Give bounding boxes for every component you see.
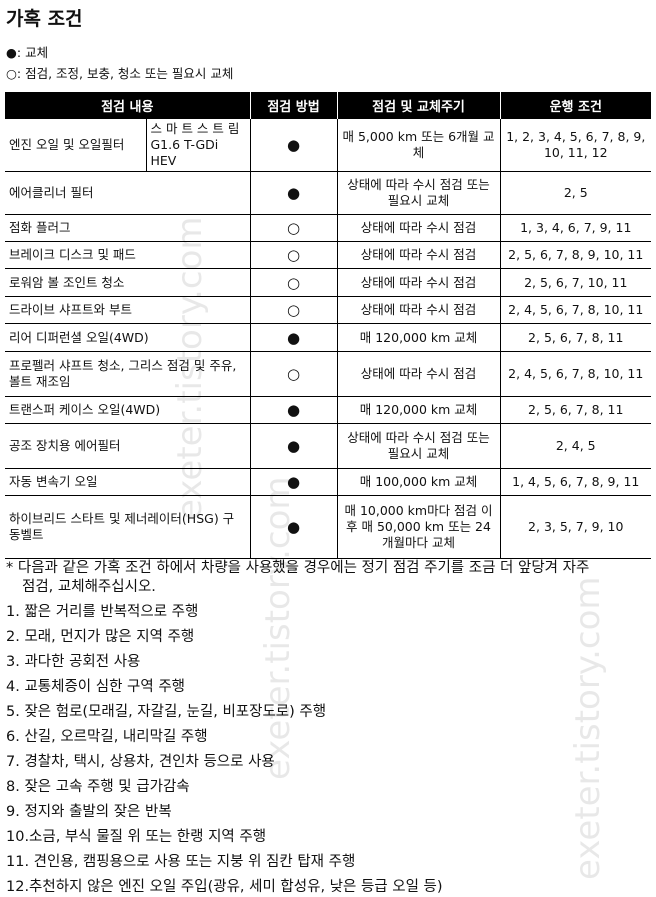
notes: * 다음과 같은 가혹 조건 하에서 차량을 사용했을 경우에는 정기 점검 주… <box>6 556 654 897</box>
table-row: 하이브리드 스타트 및 제너레이터(HSG) 구동벨트 ● 매 10,000 km마… <box>5 495 651 559</box>
empty-circle-icon: ○ <box>249 296 337 324</box>
cycle-cell: 상태에 따라 수시 점검 <box>336 296 500 324</box>
filled-circle-icon: ● <box>249 171 337 215</box>
item-cell: 리어 디퍼런셜 오일(4WD) <box>5 323 250 352</box>
header-conditions: 운행 조건 <box>499 92 651 119</box>
condition-item: 1. 짧은 거리를 반복적으로 주행 <box>6 604 199 620</box>
item-cell: 로워암 볼 조인트 청소 <box>5 268 250 297</box>
condition-list: 1. 짧은 거리를 반복적으로 주행 2. 모래, 먼지가 많은 지역 주행 3. … <box>6 600 654 897</box>
table-row: 드라이브 샤프트와 부트 ○ 상태에 따라 수시 점검 2, 4, 5, 6, 7, … <box>5 296 651 324</box>
table-header: 점검 내용 점검 방법 점검 및 교체주기 운행 조건 <box>5 92 651 119</box>
table-row: 브레이크 디스크 및 패드 ○ 상태에 따라 수시 점검 2, 5, 6, 7, 8,… <box>5 241 651 269</box>
item-cell: 점화 플러그 <box>5 214 250 242</box>
item-cell: 트랜스퍼 케이스 오일(4WD) <box>5 396 250 424</box>
conditions-cell: 1, 4, 5, 6, 7, 8, 9, 11 <box>499 468 651 496</box>
cycle-cell: 상태에 따라 수시 점검 <box>336 351 500 397</box>
empty-circle-icon: ○ <box>249 268 337 297</box>
conditions-cell: 2, 5 <box>499 171 651 215</box>
filled-circle-icon: ● <box>249 119 337 172</box>
condition-item: 4. 교통체증이 심한 구역 주행 <box>6 679 186 695</box>
item-cell: 에어클리너 필터 <box>5 171 250 215</box>
item-cell: 하이브리드 스타트 및 제너레이터(HSG) 구동벨트 <box>5 495 250 559</box>
conditions-cell: 2, 4, 5, 6, 7, 8, 10, 11 <box>499 351 651 397</box>
header-item: 점검 내용 <box>5 92 250 119</box>
conditions-cell: 2, 5, 6, 7, 8, 11 <box>499 323 651 352</box>
note-text: * 다음과 같은 가혹 조건 하에서 차량을 사용했을 경우에는 정기 점검 주… <box>6 560 590 576</box>
table-row: 로워암 볼 조인트 청소 ○ 상태에 따라 수시 점검 2, 5, 6, 7, 10,… <box>5 268 651 297</box>
cycle-cell: 매 10,000 km마다 점검 이후 매 50,000 km 또는 24개월마… <box>336 495 500 559</box>
cycle-cell: 상태에 따라 수시 점검 또는 필요시 교체 <box>336 423 500 469</box>
filled-circle-icon: ● <box>249 323 337 352</box>
condition-item: 8. 잦은 고속 주행 및 급가감속 <box>6 779 190 795</box>
cycle-cell: 매 5,000 km 또는 6개월 교체 <box>336 119 500 172</box>
condition-item: 5. 잦은 험로(모래길, 자갈길, 눈길, 비포장도로) 주행 <box>6 704 327 720</box>
empty-circle-icon: ○ <box>249 241 337 269</box>
table-row: 트랜스퍼 케이스 오일(4WD) ● 매 120,000 km 교체 2, 5, 6,… <box>5 396 651 424</box>
condition-item: 10.소금, 부식 물질 위 또는 한랭 지역 주행 <box>6 829 267 845</box>
conditions-cell: 2, 4, 5 <box>499 423 651 469</box>
cycle-cell: 매 100,000 km 교체 <box>336 468 500 496</box>
filled-circle-icon: ● <box>249 495 337 559</box>
condition-item: 7. 경찰차, 택시, 상용차, 견인차 등으로 사용 <box>6 754 275 770</box>
condition-item: 3. 과다한 공회전 사용 <box>6 654 141 670</box>
filled-circle-icon: ● <box>249 468 337 496</box>
item-cell: 공조 장치용 에어필터 <box>5 423 250 469</box>
header-cycle: 점검 및 교체주기 <box>336 92 500 119</box>
cycle-cell: 상태에 따라 수시 점검 <box>336 214 500 242</box>
conditions-cell: 2, 5, 6, 7, 8, 9, 10, 11 <box>499 241 651 269</box>
table-row: 에어클리너 필터 ● 상태에 따라 수시 점검 또는 필요시 교체 2, 5 <box>5 171 651 215</box>
header-method: 점검 방법 <box>249 92 337 119</box>
table-row: 자동 변속기 오일 ● 매 100,000 km 교체 1, 4, 5, 6, 7, … <box>5 468 651 496</box>
conditions-cell: 2, 4, 5, 6, 7, 8, 10, 11 <box>499 296 651 324</box>
cycle-cell: 상태에 따라 수시 점검 <box>336 268 500 297</box>
conditions-cell: 1, 3, 4, 6, 7, 9, 11 <box>499 214 651 242</box>
cycle-cell: 매 120,000 km 교체 <box>336 396 500 424</box>
conditions-cell: 2, 5, 6, 7, 10, 11 <box>499 268 651 297</box>
legend-replace: ●: 교체 <box>6 45 49 60</box>
condition-item: 11. 견인용, 캠핑용으로 사용 또는 지붕 위 짐칸 탑재 주행 <box>6 854 356 870</box>
cycle-cell: 상태에 따라 수시 점검 또는 필요시 교체 <box>336 171 500 215</box>
page-title: 가혹 조건 <box>6 8 83 30</box>
conditions-cell: 1, 2, 3, 4, 5, 6, 7, 8, 9, 10, 11, 12 <box>499 119 651 172</box>
item-sub-cell: 스 마 트 스 트 림 G1.6 T-GDi HEV <box>145 119 250 172</box>
table-row: 프로펠러 샤프트 청소, 그리스 점검 및 주유, 볼트 재조임 ○ 상태에 따라 … <box>5 351 651 397</box>
empty-circle-icon: ○ <box>249 351 337 397</box>
condition-item: 9. 정지와 출발의 잦은 반복 <box>6 804 172 820</box>
empty-circle-icon: ○ <box>249 214 337 242</box>
cycle-cell: 상태에 따라 수시 점검 <box>336 241 500 269</box>
condition-item: 6. 산길, 오르막길, 내리막길 주행 <box>6 729 208 745</box>
maintenance-table: 점검 내용 점검 방법 점검 및 교체주기 운행 조건 엔진 오일 및 오일필터… <box>5 92 651 559</box>
cycle-cell: 매 120,000 km 교체 <box>336 323 500 352</box>
item-cell: 자동 변속기 오일 <box>5 468 250 496</box>
table-row: 엔진 오일 및 오일필터 스 마 트 스 트 림 G1.6 T-GDi HEV ● 매… <box>5 119 651 172</box>
item-cell: 브레이크 디스크 및 패드 <box>5 241 250 269</box>
condition-item: 12.추천하지 않은 엔진 오일 주입(광유, 세미 합성유, 낮은 등급 오일… <box>6 879 443 895</box>
table-row: 공조 장치용 에어필터 ● 상태에 따라 수시 점검 또는 필요시 교체 2, 4, … <box>5 423 651 469</box>
conditions-cell: 2, 3, 5, 7, 9, 10 <box>499 495 651 559</box>
legend-inspect: ○: 점검, 조정, 보충, 청소 또는 필요시 교체 <box>6 66 234 81</box>
condition-item: 2. 모래, 먼지가 많은 지역 주행 <box>6 629 195 645</box>
filled-circle-icon: ● <box>249 423 337 469</box>
item-cell: 엔진 오일 및 오일필터 <box>5 119 146 172</box>
conditions-cell: 2, 5, 6, 7, 8, 11 <box>499 396 651 424</box>
filled-circle-icon: ● <box>249 396 337 424</box>
item-cell: 드라이브 샤프트와 부트 <box>5 296 250 324</box>
note-text-cont: 점검, 교체해주십시오. <box>22 579 156 595</box>
table-row: 리어 디퍼런셜 오일(4WD) ● 매 120,000 km 교체 2, 5, 6, … <box>5 323 651 352</box>
item-cell: 프로펠러 샤프트 청소, 그리스 점검 및 주유, 볼트 재조임 <box>5 351 250 397</box>
table-row: 점화 플러그 ○ 상태에 따라 수시 점검 1, 3, 4, 6, 7, 9, 11 <box>5 214 651 242</box>
